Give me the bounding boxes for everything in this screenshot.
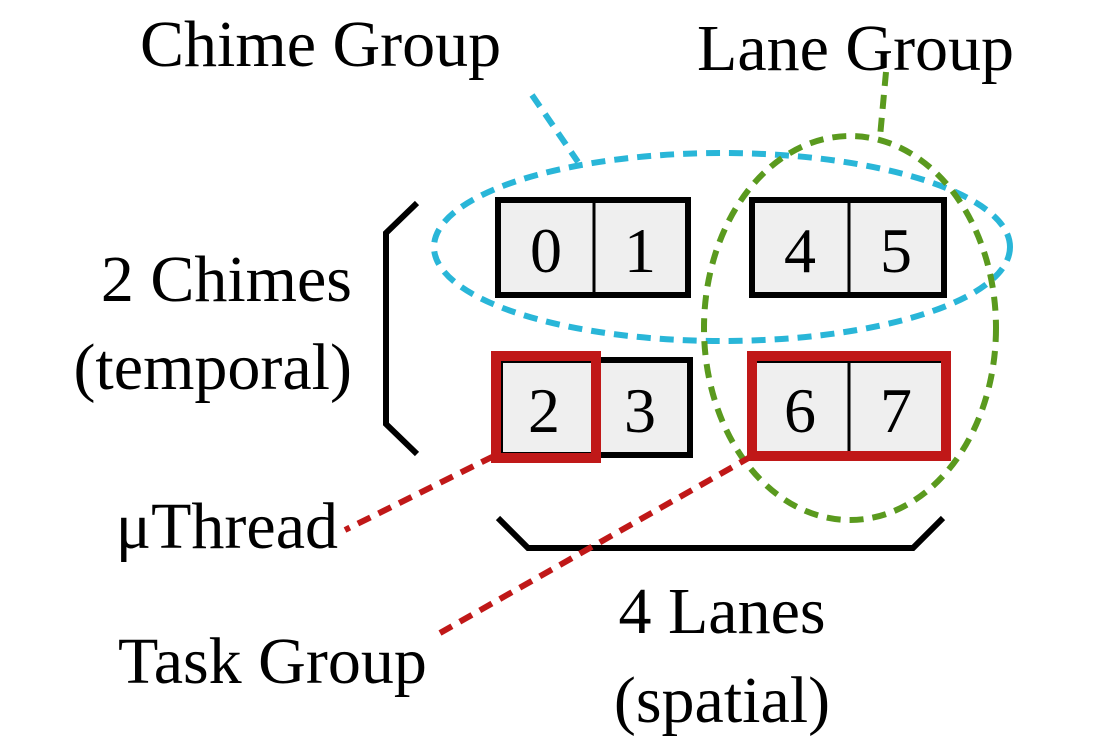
- lane-group-leader: [877, 71, 889, 138]
- lane-group-label: Lane Group: [697, 12, 1014, 85]
- lanes-bracket: [495, 515, 946, 551]
- lane-pair-0-1: 0 1: [495, 197, 691, 298]
- chime-group-label: Chime Group: [140, 8, 501, 81]
- chimes-temporal-label: (temporal): [73, 331, 352, 404]
- lane-group-ellipse: [701, 133, 999, 523]
- task-group-highlight: [747, 351, 951, 461]
- cell-4: 4: [784, 215, 816, 286]
- uthread-leader: [343, 453, 496, 533]
- chime-group-ellipse: [431, 150, 1013, 344]
- uthread-highlight: [491, 351, 601, 463]
- cell-3: 3: [624, 375, 656, 446]
- task-group-label: Task Group: [118, 625, 427, 698]
- cell-2: 2: [528, 375, 560, 446]
- lane-pair-6-7: 6 7: [747, 351, 951, 461]
- cell-1: 1: [624, 215, 656, 286]
- lane-pair-4-5: 4 5: [749, 197, 947, 298]
- lanes-spatial-label: (spatial): [614, 664, 830, 737]
- cell-5: 5: [880, 215, 912, 286]
- task-group-leader: [438, 453, 754, 636]
- lanes-count-label: 4 Lanes: [618, 575, 825, 648]
- lane-pair-2-3: 2 3: [491, 351, 693, 463]
- chime-group-leader: [529, 93, 581, 164]
- uthread-label: μThread: [116, 490, 338, 563]
- chimes-count-label: 2 Chimes: [101, 243, 352, 316]
- cell-0: 0: [530, 215, 562, 286]
- chimes-bracket: [383, 200, 420, 457]
- cell-7: 7: [880, 375, 912, 446]
- cell-6: 6: [784, 375, 816, 446]
